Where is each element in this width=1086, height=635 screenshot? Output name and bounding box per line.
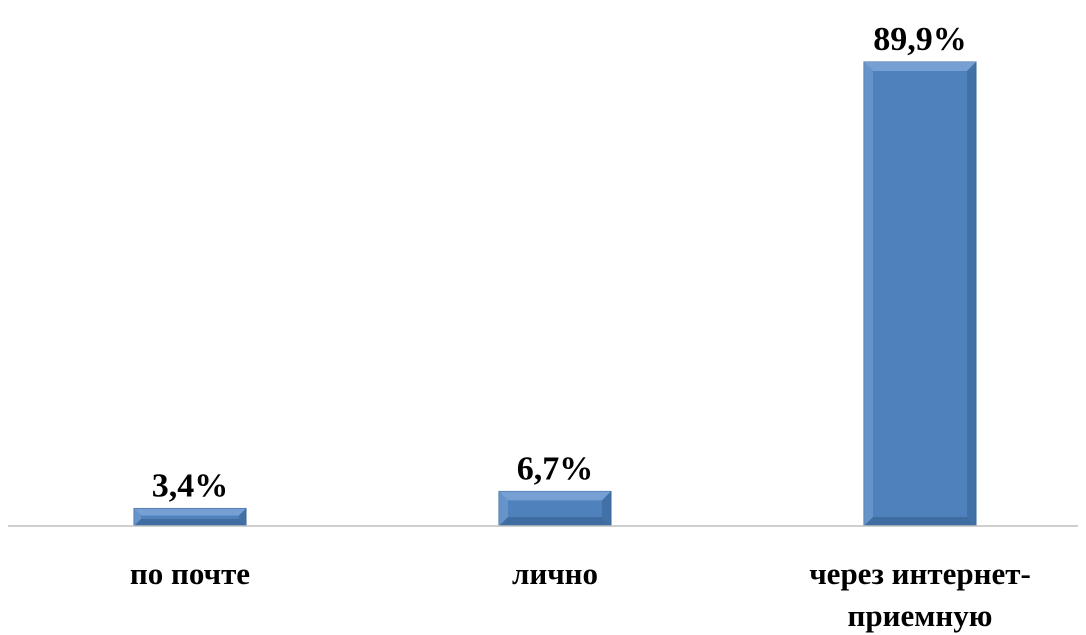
category-label: по почте: [130, 556, 250, 591]
data-label: 6,7%: [517, 450, 594, 487]
data-label: 89,9%: [873, 21, 967, 58]
bar: [863, 61, 977, 527]
bar: [498, 490, 612, 527]
data-label: 3,4%: [152, 467, 229, 504]
category-label: через интернет-приемную: [809, 556, 1031, 633]
bar: [133, 507, 247, 527]
category-label: лично: [512, 556, 598, 591]
labels-group: 3,4% по почте 6,7% лично 89,9% через интернет…: [130, 21, 1031, 633]
